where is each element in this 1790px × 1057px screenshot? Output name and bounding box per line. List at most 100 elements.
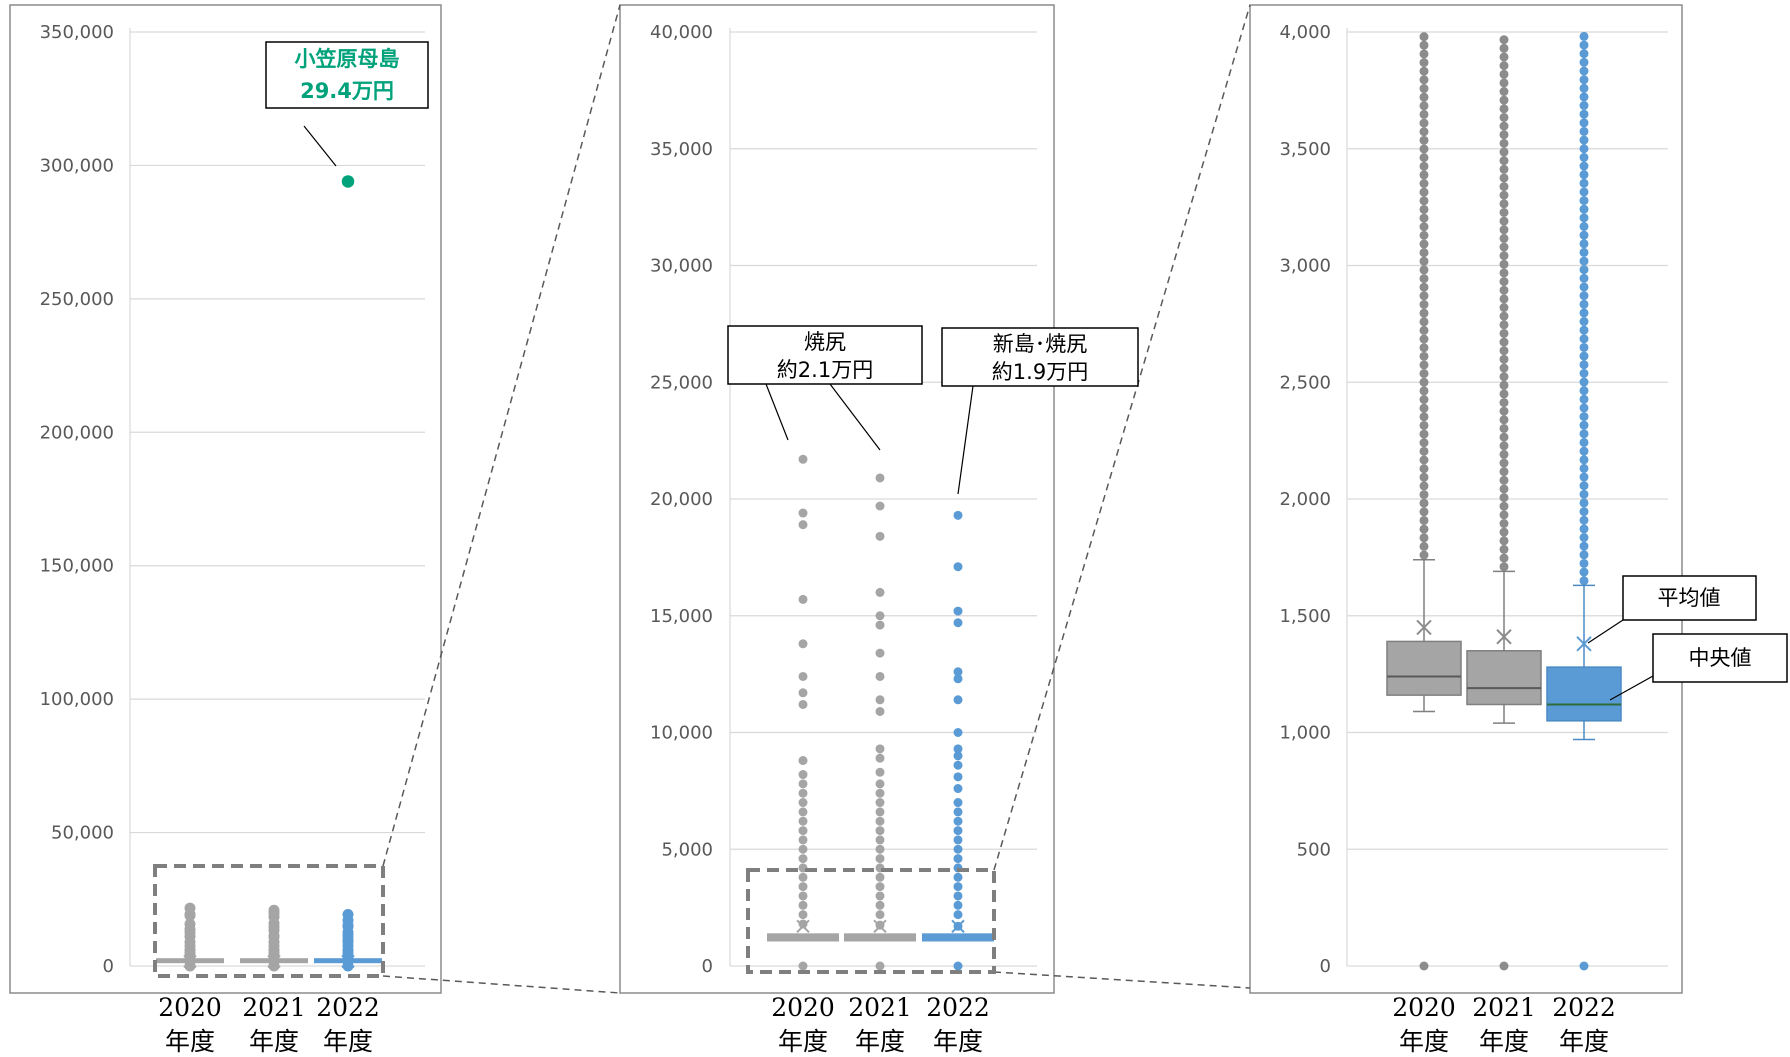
outlier-point [1579, 256, 1589, 266]
outlier-point [798, 688, 808, 698]
outlier-point [1579, 144, 1589, 154]
y-tick-label: 3,500 [1279, 139, 1331, 160]
outlier-point [1499, 87, 1509, 97]
outlier-point [953, 891, 963, 901]
outlier-point [1419, 464, 1429, 474]
x-category-label-year: 2022 [1552, 993, 1616, 1022]
y-tick-label: 4,000 [1279, 22, 1331, 43]
outlier-point [1579, 57, 1589, 67]
label-text: 中央値 [1689, 646, 1752, 670]
outlier-point [1499, 544, 1509, 554]
outlier-point [798, 882, 808, 892]
outlier-point [953, 695, 963, 705]
outlier-point [1579, 420, 1589, 430]
outlier-point [1419, 360, 1429, 370]
outlier-point [1579, 558, 1589, 568]
outlier-point [1419, 386, 1429, 396]
x-category-label-year: 2021 [1472, 993, 1536, 1022]
outlier-point [953, 844, 963, 854]
outlier-point [1499, 35, 1509, 45]
outlier-point [1499, 173, 1509, 183]
outlier-point [1499, 78, 1509, 88]
outlier-point [1579, 317, 1589, 327]
outlier-point [1579, 403, 1589, 413]
outlier-point [1419, 507, 1429, 517]
outlier-point [875, 753, 885, 763]
x-category-label-year: 2020 [1392, 993, 1456, 1022]
outlier-point [1499, 484, 1509, 494]
annotation-niijima-yagishiri: 新島･焼尻 約1.9万円 [941, 327, 1139, 495]
outlier-point [1499, 449, 1509, 459]
outlier-point [1579, 230, 1589, 240]
mean-marker [873, 919, 887, 934]
outlier-point [1499, 961, 1509, 971]
outlier-point [1499, 277, 1509, 287]
outlier-point [1499, 182, 1509, 192]
outlier-point [953, 744, 963, 754]
y-tick-label: 15,000 [650, 606, 713, 627]
outlier-point [1419, 351, 1429, 361]
outlier-point [953, 882, 963, 892]
outlier-point [1499, 328, 1509, 338]
outlier-point [1499, 294, 1509, 304]
outlier-point [1419, 204, 1429, 214]
outlier-point [1579, 170, 1589, 180]
y-tick-label: 0 [103, 956, 114, 977]
outlier-point [1499, 52, 1509, 62]
y-tick-label: 25,000 [650, 372, 713, 393]
outlier-point [1419, 265, 1429, 275]
outlier-point [1419, 222, 1429, 232]
label-leader-line [1609, 675, 1654, 701]
outlier-point [1579, 576, 1589, 586]
outlier-point [1499, 112, 1509, 122]
outlier-point [1419, 196, 1429, 206]
zoom-box-2 [746, 868, 996, 974]
outlier-point [875, 611, 885, 621]
outlier-point [1579, 187, 1589, 197]
outlier-point [342, 908, 354, 920]
outlier-point [875, 671, 885, 681]
outlier-point [798, 919, 808, 929]
outlier-point [1419, 75, 1429, 85]
outlier-point [1499, 320, 1509, 330]
outlier-point [1419, 49, 1429, 59]
outlier-point [1579, 282, 1589, 292]
annotation-box [727, 325, 923, 385]
outlier-point [1579, 83, 1589, 93]
outlier-point [1419, 403, 1429, 413]
outlier-point [1419, 144, 1429, 154]
panel-2-zoom: 0 5,000 10,000 15,000 20,000 25,000 30,000 35,0… [650, 22, 1037, 1056]
outlier-point [875, 648, 885, 658]
outlier-point [1419, 533, 1429, 543]
outlier-point [1499, 138, 1509, 148]
outlier-point [1499, 311, 1509, 321]
outlier-point [1579, 437, 1589, 447]
outlier-point [1419, 135, 1429, 145]
outlier-point [1499, 398, 1509, 408]
outlier-point [953, 807, 963, 817]
outlier-point [875, 816, 885, 826]
outlier-point [1579, 152, 1589, 162]
outlier-point [1419, 317, 1429, 327]
outlier-point [798, 826, 808, 836]
outlier-point [1579, 446, 1589, 456]
y-tick-label: 35,000 [650, 139, 713, 160]
outlier-point [875, 706, 885, 716]
y-tick-label: 150,000 [40, 556, 114, 577]
outlier-point [1499, 432, 1509, 442]
outlier-point [798, 910, 808, 920]
outlier-point [1579, 481, 1589, 491]
outlier-point [1419, 40, 1429, 50]
outlier-point [953, 751, 963, 761]
annotation-box [265, 41, 429, 109]
outlier-point [1579, 961, 1589, 971]
y-tick-label: 0 [1320, 956, 1331, 977]
label-box [1622, 575, 1757, 621]
outlier-point [1579, 498, 1589, 508]
outlier-point [953, 772, 963, 782]
x-category-label-unit: 年度 [323, 1027, 373, 1056]
y-tick-label: 2,500 [1279, 372, 1331, 393]
outlier-point [1419, 161, 1429, 171]
outlier-point [1499, 458, 1509, 468]
outlier-point [953, 798, 963, 808]
